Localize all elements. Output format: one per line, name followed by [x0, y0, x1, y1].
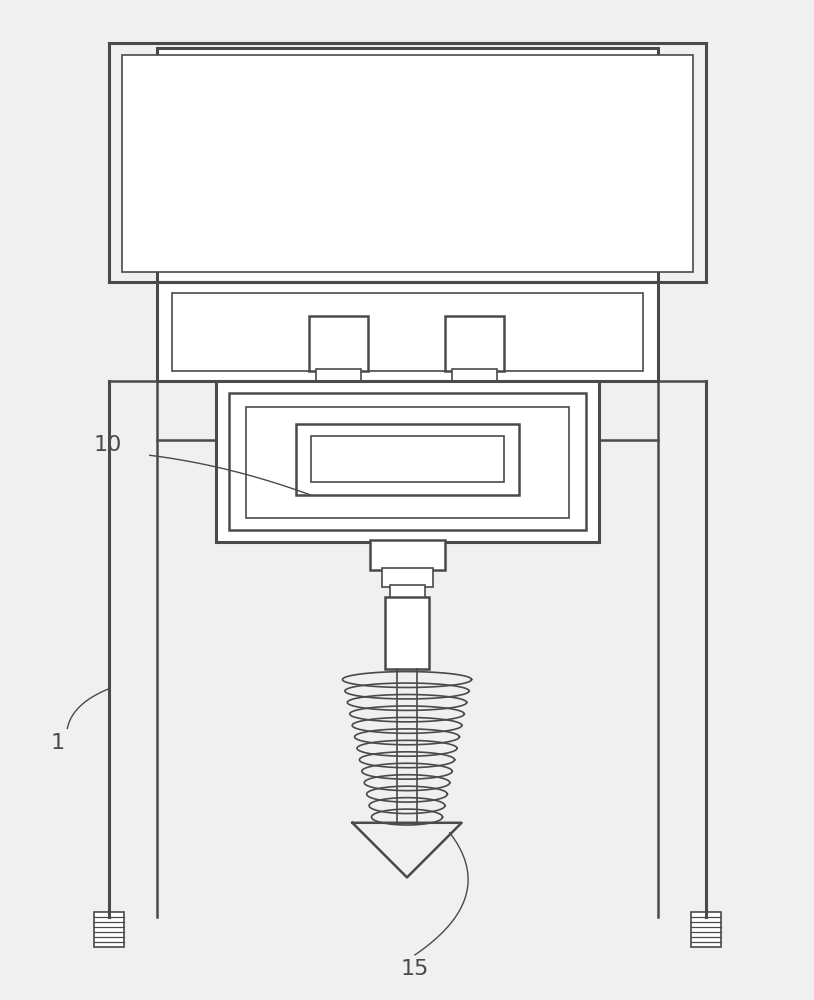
- Bar: [316, 369, 361, 383]
- Bar: [444, 316, 505, 371]
- Bar: [94, 912, 124, 947]
- Bar: [306, 130, 510, 217]
- Bar: [172, 63, 643, 267]
- Bar: [691, 912, 721, 947]
- Bar: [230, 393, 586, 530]
- Text: 15: 15: [400, 959, 429, 979]
- Bar: [321, 381, 357, 395]
- Text: 10: 10: [94, 435, 122, 455]
- Bar: [311, 436, 505, 482]
- Bar: [246, 407, 569, 518]
- Bar: [452, 369, 497, 383]
- Bar: [286, 115, 529, 234]
- Text: 1: 1: [50, 733, 64, 753]
- Bar: [295, 424, 519, 495]
- Bar: [157, 282, 659, 381]
- Bar: [196, 97, 619, 244]
- Bar: [382, 568, 433, 587]
- Bar: [390, 585, 425, 601]
- Bar: [370, 540, 444, 570]
- Bar: [157, 48, 659, 282]
- Bar: [385, 597, 429, 669]
- Bar: [309, 316, 368, 371]
- Bar: [182, 83, 633, 257]
- Bar: [457, 381, 492, 395]
- Bar: [217, 381, 598, 542]
- Bar: [172, 293, 643, 371]
- Bar: [122, 55, 693, 272]
